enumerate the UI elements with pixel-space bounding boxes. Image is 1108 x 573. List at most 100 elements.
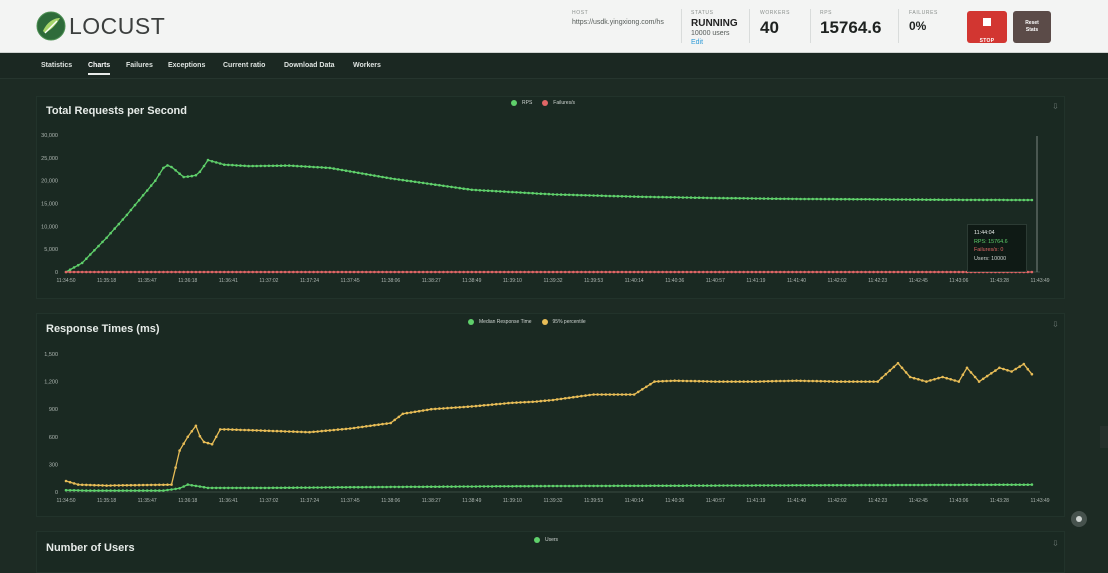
data-point bbox=[316, 165, 319, 169]
x-tick-label: 11:37:45 bbox=[341, 278, 360, 284]
divider bbox=[810, 9, 811, 43]
data-point bbox=[462, 485, 466, 488]
data-point bbox=[170, 488, 173, 491]
data-point bbox=[259, 429, 263, 432]
tab-workers[interactable]: Workers bbox=[353, 62, 381, 69]
data-point bbox=[519, 191, 522, 194]
data-point bbox=[377, 175, 380, 178]
data-point bbox=[332, 428, 336, 432]
data-point bbox=[381, 485, 384, 489]
reset-stats-label: Reset Stats bbox=[1025, 20, 1039, 33]
data-point bbox=[405, 270, 409, 274]
data-point bbox=[149, 483, 153, 487]
data-point bbox=[247, 164, 250, 168]
data-point bbox=[848, 270, 851, 274]
data-point bbox=[596, 484, 599, 488]
tab-download-data[interactable]: Download Data bbox=[284, 62, 335, 69]
data-point bbox=[365, 485, 368, 489]
legend-median[interactable]: Median Response Time bbox=[468, 319, 532, 325]
data-point bbox=[271, 270, 275, 274]
data-point bbox=[133, 483, 137, 487]
tooltip-time: 11:44:04 bbox=[974, 230, 995, 236]
tab-current-ratio[interactable]: Current ratio bbox=[223, 62, 266, 69]
data-point bbox=[795, 379, 798, 382]
edit-users-link[interactable]: Edit bbox=[691, 39, 704, 46]
tab-statistics[interactable]: Statistics bbox=[41, 62, 73, 69]
data-point bbox=[539, 399, 543, 403]
data-point bbox=[888, 270, 892, 274]
data-point bbox=[64, 270, 68, 274]
data-point bbox=[85, 270, 88, 274]
download-icon[interactable]: ⇩ bbox=[1052, 320, 1059, 329]
data-point bbox=[632, 393, 636, 396]
data-point bbox=[308, 270, 311, 274]
y-tick-label: 300 bbox=[49, 462, 58, 468]
data-point bbox=[799, 379, 802, 383]
data-point bbox=[779, 484, 782, 487]
theme-toggle-button[interactable] bbox=[1071, 511, 1087, 527]
data-point bbox=[872, 270, 875, 274]
nav-tabs: Statistics Charts Failures Exceptions Cu… bbox=[0, 53, 1108, 79]
data-point bbox=[259, 164, 263, 168]
data-point bbox=[921, 379, 924, 382]
data-point bbox=[576, 270, 579, 274]
data-point bbox=[559, 397, 563, 401]
stop-button[interactable]: STOP bbox=[967, 11, 1007, 44]
data-point bbox=[868, 270, 871, 274]
data-point bbox=[673, 196, 676, 199]
legend-95th[interactable]: 95% percentile bbox=[541, 319, 586, 325]
data-point bbox=[218, 162, 222, 165]
data-point bbox=[750, 197, 754, 200]
data-point bbox=[369, 485, 372, 489]
data-point bbox=[636, 195, 640, 198]
data-point bbox=[774, 484, 778, 487]
data-point bbox=[572, 270, 575, 274]
page-scrollbar[interactable] bbox=[1100, 426, 1108, 448]
tooltip-users: Users: 10000 bbox=[974, 256, 1007, 263]
legend-users[interactable]: Users bbox=[534, 537, 558, 543]
data-point bbox=[831, 483, 835, 487]
data-point bbox=[507, 485, 510, 488]
tab-charts[interactable]: Charts bbox=[88, 62, 111, 75]
data-point bbox=[527, 400, 530, 404]
download-icon[interactable]: ⇩ bbox=[1052, 539, 1059, 548]
data-point bbox=[292, 270, 295, 274]
data-point bbox=[85, 489, 88, 492]
legend-rps[interactable]: RPS bbox=[511, 100, 532, 106]
tab-exceptions[interactable]: Exceptions bbox=[168, 62, 206, 69]
data-point bbox=[811, 270, 814, 274]
tab-failures[interactable]: Failures bbox=[126, 62, 153, 69]
data-point bbox=[97, 489, 100, 492]
reset-stats-button[interactable]: Reset Stats bbox=[1013, 11, 1051, 43]
data-point bbox=[839, 197, 843, 201]
x-tick-label: 11:38:49 bbox=[462, 278, 481, 284]
data-point bbox=[864, 380, 867, 383]
data-point bbox=[592, 484, 595, 488]
data-point bbox=[876, 483, 879, 487]
data-point bbox=[93, 483, 96, 487]
data-point bbox=[340, 270, 344, 274]
data-point bbox=[466, 187, 470, 191]
data-point bbox=[97, 484, 100, 487]
data-point bbox=[990, 372, 993, 375]
data-point bbox=[300, 486, 303, 489]
data-point bbox=[413, 180, 417, 184]
data-point bbox=[807, 197, 810, 201]
legend-failures[interactable]: Failures/s bbox=[542, 100, 575, 106]
data-point bbox=[527, 270, 530, 274]
data-point bbox=[543, 270, 547, 274]
y-tick-label: 0 bbox=[55, 490, 58, 496]
data-point bbox=[710, 270, 713, 274]
x-tick-label: 11:34:50 bbox=[56, 498, 75, 504]
data-point bbox=[608, 393, 612, 396]
data-point bbox=[600, 270, 603, 274]
legend-users-label: Users bbox=[545, 537, 559, 543]
data-point bbox=[730, 380, 733, 383]
data-point bbox=[80, 489, 84, 492]
data-point bbox=[490, 189, 494, 193]
download-icon[interactable]: ⇩ bbox=[1052, 102, 1059, 111]
stop-label: STOP bbox=[979, 38, 995, 44]
data-point bbox=[977, 380, 981, 383]
data-point bbox=[198, 170, 202, 174]
data-point bbox=[669, 484, 672, 487]
